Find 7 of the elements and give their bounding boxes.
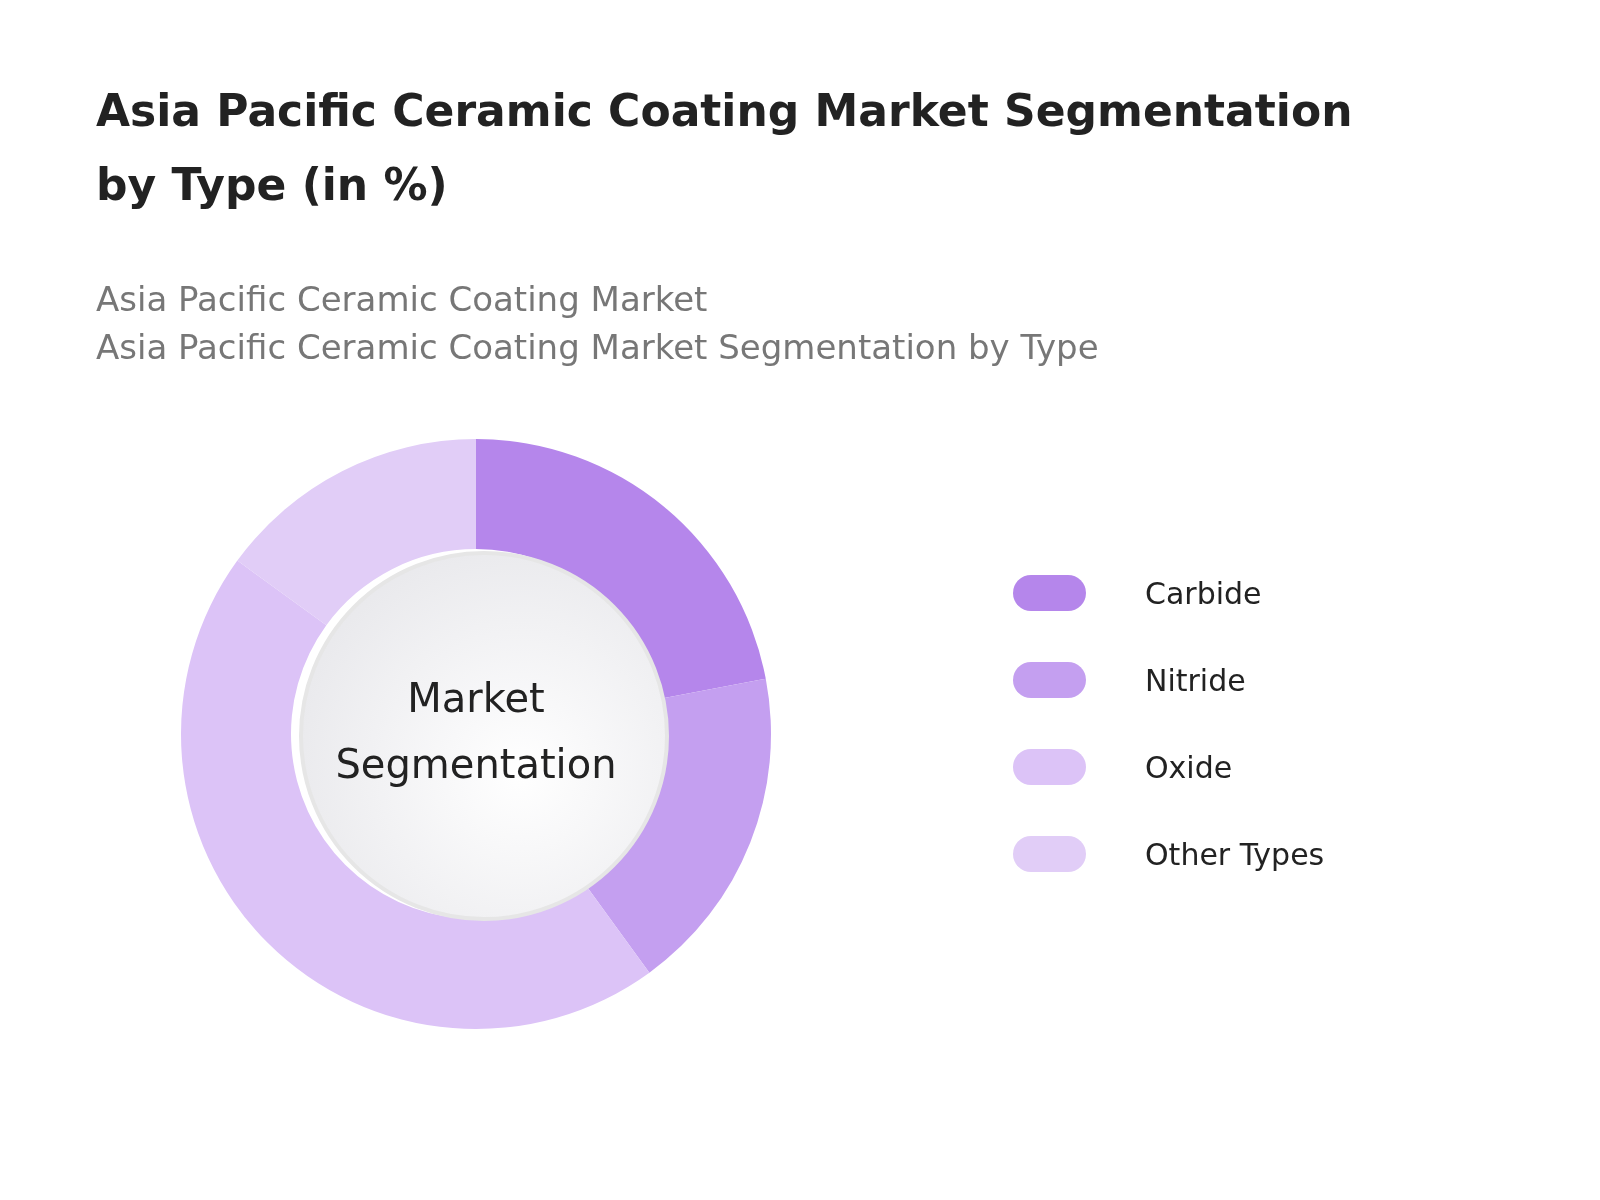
chart-title: Asia Pacific Ceramic Coating Market Segmentation by Type (in %) — [96, 85, 1353, 210]
legend-label: Other Types — [1145, 837, 1325, 872]
legend-label: Nitride — [1145, 663, 1246, 698]
chart-subtitle: Asia Pacific Ceramic Coating Market Asia Pacific Ceramic Coating Market Segmentation by Type — [96, 279, 1099, 367]
legend-label: Oxide — [1145, 750, 1233, 785]
legend-label: Carbide — [1145, 576, 1262, 611]
text: Market Segmentation — [335, 675, 617, 787]
